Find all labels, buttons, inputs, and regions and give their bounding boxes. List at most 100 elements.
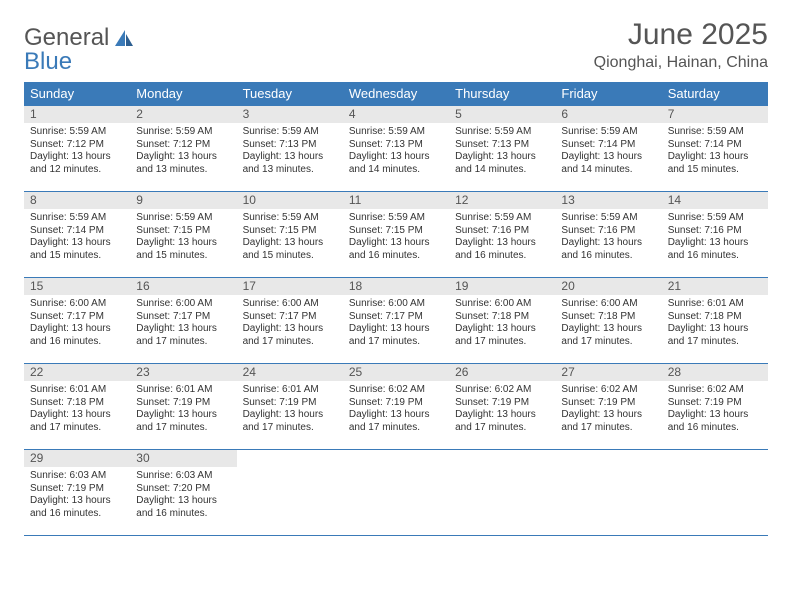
day-body: Sunrise: 5:59 AMSunset: 7:15 PMDaylight:…	[343, 209, 449, 266]
sunset-line: Sunset: 7:19 PM	[30, 483, 124, 496]
calendar-day-cell: 12Sunrise: 5:59 AMSunset: 7:16 PMDayligh…	[449, 192, 555, 278]
calendar-day-cell: 22Sunrise: 6:01 AMSunset: 7:18 PMDayligh…	[24, 364, 130, 450]
day-number: 13	[555, 192, 661, 209]
daylight-line: Daylight: 13 hours and 14 minutes.	[455, 151, 549, 176]
day-body: Sunrise: 5:59 AMSunset: 7:16 PMDaylight:…	[449, 209, 555, 266]
calendar-day-cell: 15Sunrise: 6:00 AMSunset: 7:17 PMDayligh…	[24, 278, 130, 364]
weekday-wednesday: Wednesday	[343, 82, 449, 106]
daylight-line: Daylight: 13 hours and 17 minutes.	[349, 323, 443, 348]
day-number: 27	[555, 364, 661, 381]
sunrise-line: Sunrise: 5:59 AM	[561, 212, 655, 225]
logo-text-2: Blue	[24, 48, 72, 76]
sunrise-line: Sunrise: 6:00 AM	[30, 298, 124, 311]
sunrise-line: Sunrise: 6:01 AM	[30, 384, 124, 397]
day-body: Sunrise: 6:00 AMSunset: 7:17 PMDaylight:…	[130, 295, 236, 352]
calendar-day-cell: 3Sunrise: 5:59 AMSunset: 7:13 PMDaylight…	[237, 106, 343, 192]
calendar-page: General June 2025 Qionghai, Hainan, Chin…	[0, 0, 792, 536]
day-body: Sunrise: 6:01 AMSunset: 7:18 PMDaylight:…	[24, 381, 130, 438]
weekday-thursday: Thursday	[449, 82, 555, 106]
sunrise-line: Sunrise: 6:00 AM	[349, 298, 443, 311]
day-body: Sunrise: 6:03 AMSunset: 7:20 PMDaylight:…	[130, 467, 236, 524]
day-body: Sunrise: 6:00 AMSunset: 7:17 PMDaylight:…	[237, 295, 343, 352]
weekday-friday: Friday	[555, 82, 661, 106]
sunset-line: Sunset: 7:13 PM	[455, 139, 549, 152]
sunrise-line: Sunrise: 5:59 AM	[668, 212, 762, 225]
sunrise-line: Sunrise: 5:59 AM	[243, 126, 337, 139]
sunset-line: Sunset: 7:19 PM	[668, 397, 762, 410]
weekday-saturday: Saturday	[662, 82, 768, 106]
day-number: 18	[343, 278, 449, 295]
daylight-line: Daylight: 13 hours and 15 minutes.	[136, 237, 230, 262]
day-body: Sunrise: 5:59 AMSunset: 7:14 PMDaylight:…	[662, 123, 768, 180]
calendar-day-cell: 9Sunrise: 5:59 AMSunset: 7:15 PMDaylight…	[130, 192, 236, 278]
day-body: Sunrise: 5:59 AMSunset: 7:13 PMDaylight:…	[449, 123, 555, 180]
page-title: June 2025	[594, 18, 768, 52]
day-number: 12	[449, 192, 555, 209]
calendar-day-cell: 11Sunrise: 5:59 AMSunset: 7:15 PMDayligh…	[343, 192, 449, 278]
day-number: 11	[343, 192, 449, 209]
daylight-line: Daylight: 13 hours and 17 minutes.	[136, 409, 230, 434]
sunset-line: Sunset: 7:17 PM	[243, 311, 337, 324]
daylight-line: Daylight: 13 hours and 12 minutes.	[30, 151, 124, 176]
day-body: Sunrise: 5:59 AMSunset: 7:16 PMDaylight:…	[662, 209, 768, 266]
calendar-table: Sunday Monday Tuesday Wednesday Thursday…	[24, 82, 768, 536]
sunrise-line: Sunrise: 5:59 AM	[561, 126, 655, 139]
sunrise-line: Sunrise: 6:00 AM	[455, 298, 549, 311]
sunset-line: Sunset: 7:18 PM	[561, 311, 655, 324]
day-body: Sunrise: 6:01 AMSunset: 7:19 PMDaylight:…	[130, 381, 236, 438]
calendar-day-cell: ..	[555, 450, 661, 536]
sunrise-line: Sunrise: 6:02 AM	[561, 384, 655, 397]
daylight-line: Daylight: 13 hours and 14 minutes.	[349, 151, 443, 176]
sunrise-line: Sunrise: 5:59 AM	[136, 212, 230, 225]
day-body: Sunrise: 6:01 AMSunset: 7:18 PMDaylight:…	[662, 295, 768, 352]
sunrise-line: Sunrise: 5:59 AM	[455, 126, 549, 139]
day-body: Sunrise: 5:59 AMSunset: 7:16 PMDaylight:…	[555, 209, 661, 266]
calendar-day-cell: ..	[662, 450, 768, 536]
daylight-line: Daylight: 13 hours and 16 minutes.	[668, 237, 762, 262]
calendar-day-cell: 17Sunrise: 6:00 AMSunset: 7:17 PMDayligh…	[237, 278, 343, 364]
weekday-tuesday: Tuesday	[237, 82, 343, 106]
day-number: 29	[24, 450, 130, 467]
daylight-line: Daylight: 13 hours and 15 minutes.	[668, 151, 762, 176]
day-body: Sunrise: 5:59 AMSunset: 7:15 PMDaylight:…	[130, 209, 236, 266]
day-number: 30	[130, 450, 236, 467]
day-number: 7	[662, 106, 768, 123]
daylight-line: Daylight: 13 hours and 17 minutes.	[561, 409, 655, 434]
calendar-day-cell: 10Sunrise: 5:59 AMSunset: 7:15 PMDayligh…	[237, 192, 343, 278]
calendar-week-row: 8Sunrise: 5:59 AMSunset: 7:14 PMDaylight…	[24, 192, 768, 278]
sunset-line: Sunset: 7:15 PM	[243, 225, 337, 238]
daylight-line: Daylight: 13 hours and 14 minutes.	[561, 151, 655, 176]
sunset-line: Sunset: 7:14 PM	[561, 139, 655, 152]
daylight-line: Daylight: 13 hours and 17 minutes.	[561, 323, 655, 348]
sunrise-line: Sunrise: 6:03 AM	[30, 470, 124, 483]
day-body: Sunrise: 5:59 AMSunset: 7:13 PMDaylight:…	[237, 123, 343, 180]
logo: General	[24, 18, 135, 52]
day-number: 24	[237, 364, 343, 381]
sunrise-line: Sunrise: 6:01 AM	[243, 384, 337, 397]
logo-sail-icon	[113, 28, 135, 48]
calendar-day-cell: 4Sunrise: 5:59 AMSunset: 7:13 PMDaylight…	[343, 106, 449, 192]
day-body: Sunrise: 6:02 AMSunset: 7:19 PMDaylight:…	[449, 381, 555, 438]
sunrise-line: Sunrise: 6:00 AM	[243, 298, 337, 311]
calendar-day-cell: 25Sunrise: 6:02 AMSunset: 7:19 PMDayligh…	[343, 364, 449, 450]
day-number: 19	[449, 278, 555, 295]
sunset-line: Sunset: 7:19 PM	[561, 397, 655, 410]
sunset-line: Sunset: 7:19 PM	[455, 397, 549, 410]
sunset-line: Sunset: 7:17 PM	[30, 311, 124, 324]
calendar-day-cell: 8Sunrise: 5:59 AMSunset: 7:14 PMDaylight…	[24, 192, 130, 278]
sunrise-line: Sunrise: 6:00 AM	[561, 298, 655, 311]
sunset-line: Sunset: 7:19 PM	[349, 397, 443, 410]
weekday-sunday: Sunday	[24, 82, 130, 106]
sunrise-line: Sunrise: 5:59 AM	[243, 212, 337, 225]
sunset-line: Sunset: 7:16 PM	[668, 225, 762, 238]
calendar-day-cell: 2Sunrise: 5:59 AMSunset: 7:12 PMDaylight…	[130, 106, 236, 192]
daylight-line: Daylight: 13 hours and 17 minutes.	[243, 409, 337, 434]
day-body: Sunrise: 5:59 AMSunset: 7:12 PMDaylight:…	[24, 123, 130, 180]
sunset-line: Sunset: 7:19 PM	[136, 397, 230, 410]
daylight-line: Daylight: 13 hours and 15 minutes.	[30, 237, 124, 262]
calendar-week-row: 29Sunrise: 6:03 AMSunset: 7:19 PMDayligh…	[24, 450, 768, 536]
sunrise-line: Sunrise: 5:59 AM	[349, 126, 443, 139]
sunrise-line: Sunrise: 6:02 AM	[349, 384, 443, 397]
calendar-day-cell: ..	[343, 450, 449, 536]
calendar-day-cell: 16Sunrise: 6:00 AMSunset: 7:17 PMDayligh…	[130, 278, 236, 364]
